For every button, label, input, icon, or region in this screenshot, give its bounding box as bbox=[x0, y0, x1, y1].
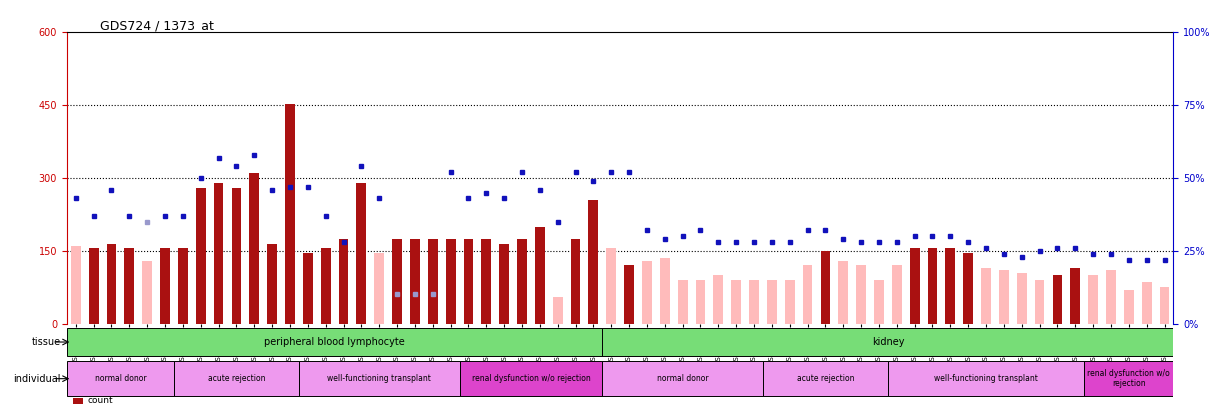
Bar bbox=[891, 265, 902, 324]
Bar bbox=[535, 226, 545, 324]
Bar bbox=[428, 239, 438, 324]
Bar bbox=[928, 248, 938, 324]
Text: count: count bbox=[88, 396, 113, 405]
Bar bbox=[1085, 361, 1173, 396]
Bar bbox=[482, 239, 491, 324]
Text: well-functioning transplant: well-functioning transplant bbox=[934, 374, 1038, 383]
Bar bbox=[214, 183, 224, 324]
Text: renal dysfunction w/o rejection: renal dysfunction w/o rejection bbox=[472, 374, 590, 383]
Bar bbox=[375, 253, 384, 324]
Bar bbox=[910, 248, 919, 324]
Bar bbox=[356, 183, 366, 324]
Bar bbox=[642, 260, 652, 324]
Bar bbox=[963, 253, 973, 324]
Bar bbox=[874, 280, 884, 324]
Bar bbox=[888, 361, 1085, 396]
Bar bbox=[821, 251, 831, 324]
Bar bbox=[67, 328, 602, 356]
Text: GDS724 / 1373_at: GDS724 / 1373_at bbox=[100, 19, 214, 32]
Bar bbox=[460, 361, 602, 396]
Bar bbox=[1088, 275, 1098, 324]
Bar bbox=[1160, 287, 1170, 324]
Bar bbox=[321, 248, 331, 324]
Bar bbox=[624, 265, 634, 324]
Bar bbox=[1035, 280, 1045, 324]
Bar bbox=[856, 265, 866, 324]
Bar bbox=[607, 248, 617, 324]
Text: kidney: kidney bbox=[872, 337, 905, 347]
Text: tissue: tissue bbox=[32, 337, 61, 347]
Bar bbox=[589, 200, 598, 324]
Text: individual: individual bbox=[13, 374, 61, 384]
Bar bbox=[249, 173, 259, 324]
Bar bbox=[174, 361, 299, 396]
Bar bbox=[714, 275, 724, 324]
Text: well-functioning transplant: well-functioning transplant bbox=[327, 374, 432, 383]
Bar bbox=[1142, 282, 1152, 324]
Bar bbox=[89, 248, 98, 324]
Bar bbox=[338, 239, 349, 324]
Bar bbox=[178, 248, 187, 324]
Bar bbox=[602, 328, 1173, 356]
Text: renal dysfunction w/o
rejection: renal dysfunction w/o rejection bbox=[1087, 369, 1170, 388]
Bar bbox=[602, 361, 762, 396]
Bar bbox=[838, 260, 849, 324]
Bar bbox=[803, 265, 812, 324]
Bar bbox=[981, 268, 991, 324]
Bar bbox=[410, 239, 420, 324]
Bar bbox=[660, 258, 670, 324]
Bar bbox=[762, 361, 888, 396]
Bar bbox=[767, 280, 777, 324]
Bar bbox=[303, 253, 313, 324]
Bar bbox=[570, 239, 580, 324]
Bar bbox=[1000, 270, 1009, 324]
Bar bbox=[161, 248, 170, 324]
Bar bbox=[1053, 275, 1063, 324]
Bar bbox=[945, 248, 956, 324]
Bar bbox=[463, 239, 473, 324]
Bar bbox=[196, 188, 206, 324]
Text: acute rejection: acute rejection bbox=[208, 374, 265, 383]
Bar bbox=[67, 361, 174, 396]
Bar bbox=[446, 239, 456, 324]
Bar bbox=[392, 239, 402, 324]
Bar bbox=[1124, 290, 1133, 324]
Bar bbox=[1070, 268, 1080, 324]
Bar bbox=[107, 243, 117, 324]
Bar bbox=[749, 280, 759, 324]
Text: normal donor: normal donor bbox=[657, 374, 709, 383]
Bar bbox=[231, 188, 241, 324]
Bar bbox=[1017, 273, 1026, 324]
Bar bbox=[1107, 270, 1116, 324]
Bar bbox=[517, 239, 527, 324]
Bar bbox=[553, 297, 563, 324]
Bar bbox=[268, 243, 277, 324]
Bar bbox=[696, 280, 705, 324]
Bar bbox=[142, 260, 152, 324]
Text: normal donor: normal donor bbox=[95, 374, 146, 383]
Bar bbox=[677, 280, 687, 324]
Bar bbox=[784, 280, 794, 324]
Text: acute rejection: acute rejection bbox=[796, 374, 854, 383]
Bar bbox=[71, 246, 80, 324]
Bar bbox=[500, 243, 510, 324]
Text: peripheral blood lymphocyte: peripheral blood lymphocyte bbox=[264, 337, 405, 347]
Bar bbox=[731, 280, 741, 324]
Bar bbox=[124, 248, 134, 324]
Bar bbox=[299, 361, 460, 396]
Bar bbox=[285, 104, 295, 324]
